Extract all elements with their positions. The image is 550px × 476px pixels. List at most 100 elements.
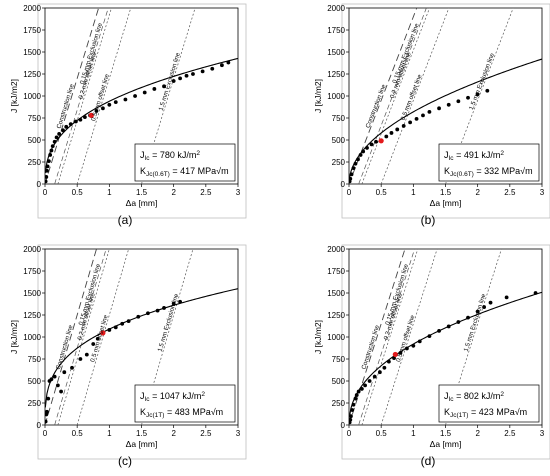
data-point xyxy=(226,60,231,65)
x-axis-label: Δa [mm] xyxy=(430,198,462,208)
jic-point xyxy=(100,330,106,336)
data-point xyxy=(349,176,353,181)
data-point xyxy=(456,320,461,324)
data-point xyxy=(384,134,389,139)
k-value-text: KJc(1T) = 423 MPa√m xyxy=(444,407,527,419)
offset-02-line xyxy=(361,8,430,184)
data-point xyxy=(351,166,356,171)
data-point xyxy=(57,131,62,136)
x-tick-label: 0.5 xyxy=(376,429,388,438)
data-point xyxy=(45,168,49,173)
y-axis-label: J [kJ/m2] xyxy=(9,79,19,113)
y-tick-label: 250 xyxy=(28,399,42,408)
jic-unit-superscript: 2 xyxy=(196,150,200,157)
data-point xyxy=(392,356,396,361)
x-axis-label: Δa [mm] xyxy=(430,439,462,449)
data-point xyxy=(369,142,374,147)
data-point xyxy=(411,343,416,348)
data-point xyxy=(386,359,391,364)
y-tick-label: 0 xyxy=(341,180,346,189)
y-tick-label: 1750 xyxy=(23,26,41,35)
data-point xyxy=(427,334,432,339)
construction-line xyxy=(45,8,100,184)
exclusion-015-line xyxy=(54,8,109,184)
x-tick-label: 2.5 xyxy=(504,429,516,438)
data-point xyxy=(95,336,100,341)
y-tick-label: 500 xyxy=(332,136,346,145)
y-tick-label: 250 xyxy=(332,158,346,167)
data-point xyxy=(73,119,78,124)
data-point xyxy=(356,389,361,394)
y-axis-label: J [kJ/m2] xyxy=(313,320,323,354)
data-point xyxy=(377,370,382,375)
y-tick-label: 1000 xyxy=(327,92,345,101)
data-point xyxy=(50,144,55,149)
data-point xyxy=(504,295,509,300)
data-point xyxy=(123,97,128,102)
data-point xyxy=(45,175,49,179)
y-axis-label: J [kJ/m2] xyxy=(313,79,323,113)
k-subscript: Jc(0.6T) xyxy=(146,171,170,178)
data-point xyxy=(61,128,65,133)
k-subscript: Jc(1T) xyxy=(146,412,164,419)
data-point xyxy=(361,149,366,154)
offset-05-line xyxy=(380,8,450,184)
panel-frame xyxy=(341,3,550,219)
x-tick-label: 3 xyxy=(540,188,545,197)
x-tick-label: 0.5 xyxy=(72,188,84,197)
data-point xyxy=(466,95,470,100)
x-tick-label: 1.5 xyxy=(136,429,148,438)
jic-subscript: Ic xyxy=(449,396,455,403)
data-point xyxy=(466,315,470,320)
jic-subscript: Ic xyxy=(449,155,455,162)
data-point xyxy=(533,291,538,295)
jic-value: = 491 kJ/m xyxy=(454,150,501,160)
y-tick-label: 2000 xyxy=(23,245,41,254)
result-box xyxy=(134,384,236,423)
k-value: = 417 MPa√m xyxy=(170,166,229,176)
data-point xyxy=(200,69,205,74)
data-point xyxy=(136,314,141,319)
jic-symbol: J xyxy=(444,391,449,401)
exclusion-015-line xyxy=(358,249,415,425)
data-point xyxy=(107,102,112,107)
data-point xyxy=(482,305,486,309)
jic-symbol: J xyxy=(140,391,145,401)
data-point xyxy=(421,113,425,118)
data-point xyxy=(437,106,441,111)
data-point xyxy=(146,311,150,316)
jic-value: = 802 kJ/m xyxy=(454,391,501,401)
x-tick-label: 1.5 xyxy=(440,188,452,197)
x-tick-label: 2.5 xyxy=(200,429,212,438)
data-point xyxy=(171,79,176,83)
data-point xyxy=(59,389,63,394)
data-point xyxy=(349,417,353,422)
x-tick-label: 2.5 xyxy=(504,188,516,197)
y-tick-label: 750 xyxy=(28,355,42,364)
result-box xyxy=(134,143,236,182)
x-tick-label: 0.5 xyxy=(376,188,388,197)
k-symbol: K xyxy=(444,407,450,417)
panel-label: (b) xyxy=(421,213,436,227)
x-tick-label: 2 xyxy=(475,188,480,197)
panel-label: (a) xyxy=(118,213,133,227)
data-point xyxy=(446,324,451,329)
y-tick-label: 1750 xyxy=(327,267,345,276)
data-point xyxy=(446,102,451,107)
data-point xyxy=(359,387,364,391)
y-tick-label: 500 xyxy=(332,377,346,386)
y-tick-label: 1000 xyxy=(23,333,41,342)
y-tick-label: 2000 xyxy=(327,4,345,13)
data-point xyxy=(107,328,112,332)
y-tick-label: 2000 xyxy=(23,4,41,13)
data-point xyxy=(349,172,354,177)
k-value-text: KJc(1T) = 483 MPa√m xyxy=(140,407,223,419)
x-tick-label: 0 xyxy=(43,188,48,197)
x-tick-label: 1 xyxy=(107,429,112,438)
k-value: = 483 MPa√m xyxy=(164,407,223,417)
data-point xyxy=(46,396,51,401)
panel-frame xyxy=(37,244,247,460)
k-symbol: K xyxy=(140,407,146,417)
